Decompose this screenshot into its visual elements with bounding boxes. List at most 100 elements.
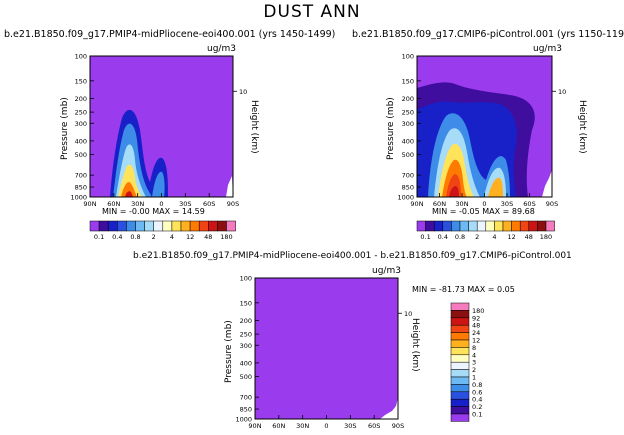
panel3-ytick-label: 300 [240, 342, 252, 350]
colorbar-swatch [450, 413, 470, 422]
colorbar-swatch [162, 220, 173, 232]
colorbar-swatch [208, 220, 218, 232]
panel3-xtick-label: 60S [368, 422, 380, 430]
colorbar-swatch [450, 369, 470, 378]
panel3-ytick-label: 850 [240, 406, 252, 414]
panel2-contour-24 [449, 186, 459, 197]
colorbar-label: 180 [472, 307, 484, 315]
panel1-contour-0.6b [152, 171, 165, 197]
colorbar-swatch [450, 406, 470, 415]
colorbar-label: 12 [507, 233, 515, 241]
colorbar-label: 0.8 [455, 233, 465, 241]
panel2-ytick-label: 200 [402, 95, 414, 103]
panel3-ytick-label: 500 [240, 373, 252, 381]
colorbar-label: 8 [472, 344, 476, 352]
colorbar-label: 12 [186, 233, 194, 241]
colorbar-swatch [450, 317, 470, 326]
panel2-xtick-label: 30N [455, 200, 468, 208]
colorbar-label: 3 [472, 359, 476, 367]
panel2-xtick-label: 90N [410, 200, 423, 208]
colorbar-label: 12 [472, 337, 480, 345]
panel2-ytick-label: 400 [402, 137, 414, 145]
panel2-contour-4 [488, 177, 503, 197]
panel1-ytick-label: 250 [75, 109, 87, 117]
colorbar-swatch [459, 220, 469, 232]
colorbar-label: 24 [472, 329, 480, 337]
panel2-ytick-label: 500 [402, 151, 414, 159]
colorbar-swatch [416, 220, 426, 232]
colorbar-swatch [450, 376, 470, 385]
colorbar-swatch [450, 361, 470, 370]
colorbar-swatch [450, 332, 470, 341]
panel3-units: ug/m3 [372, 266, 401, 276]
colorbar-swatch [485, 220, 495, 232]
page-title: DUST ANN [263, 2, 361, 22]
colorbar-panel2: 0.1 0.4 0.8 2 4 12 48 180 [416, 220, 555, 241]
panel2-y2tick-label: 10 [558, 88, 566, 96]
colorbar-label: 0.4 [112, 233, 122, 241]
colorbar-swatch [511, 220, 521, 232]
panel3-xtick-label: 30S [344, 422, 356, 430]
panel1-y2tick-label: 10 [239, 88, 247, 96]
colorbar-swatch [450, 384, 470, 393]
colorbar-swatch [433, 220, 444, 232]
colorbar-panel1: 0.1 0.4 0.8 2 4 12 48 180 [89, 220, 236, 241]
panel3-ytick-label: 1000 [235, 416, 252, 424]
colorbar-label: 0.4 [438, 233, 448, 241]
panel2-ytick-label: 700 [402, 172, 414, 180]
panel3-xtick-label: 60N [272, 422, 285, 430]
colorbar-swatch [107, 220, 118, 232]
panel3-background [255, 278, 398, 419]
panel2-plot: 100 150 200 250 300 400 500 700 850 1000 10 90N 60N… [397, 53, 566, 209]
panel3-terrain [380, 398, 398, 419]
panel3-xtick-label: 90S [392, 422, 404, 430]
panel1-terrain [226, 176, 233, 197]
panel3-xtick-label: 0 [324, 422, 328, 430]
panel3-y2tick-label: 10 [404, 310, 412, 318]
panel2-terrain [542, 170, 552, 197]
panel3-stats: MIN = -81.73 MAX = 0.05 [412, 285, 515, 294]
colorbar-swatch [117, 220, 127, 232]
colorbar-swatch [494, 220, 504, 232]
colorbar-swatch [451, 220, 461, 232]
panel2-xtick-label: 30S [501, 200, 513, 208]
colorbar-swatch [171, 220, 182, 232]
panel1-stats: MIN = -0.00 MAX = 14.59 [102, 207, 205, 216]
colorbar-swatch [450, 324, 470, 333]
panel1-ytick-label: 700 [75, 172, 87, 180]
colorbar-label: 4 [492, 233, 496, 241]
colorbar-swatch [450, 310, 470, 319]
colorbar-swatch [450, 354, 470, 363]
colorbar-swatch [226, 220, 236, 232]
colorbar-label: 4 [170, 233, 174, 241]
panel1-xtick-label: 60S [203, 200, 215, 208]
colorbar-label: 0.2 [472, 403, 482, 411]
panel2-xtick-label: 90S [546, 200, 558, 208]
colorbar-swatch [450, 398, 470, 407]
colorbar-swatch [144, 220, 154, 232]
panel3-xtick-label: 30N [296, 422, 309, 430]
panel1-xtick-label: 60N [107, 200, 120, 208]
colorbar-swatch [468, 220, 478, 232]
colorbar-label: 180 [220, 233, 232, 241]
colorbar-swatch [153, 220, 164, 232]
panel2-ytick-label: 1000 [397, 194, 414, 202]
colorbar-label: 0.1 [420, 233, 430, 241]
panel3-plot: 100 150 200 250 300 400 500 700 850 1000 10 90N 60N… [235, 275, 412, 431]
colorbar-label: 48 [472, 322, 480, 330]
panel1-ytick-label: 1000 [70, 194, 87, 202]
colorbar-label: 0.4 [472, 396, 482, 404]
panel1-ytick-label: 300 [75, 120, 87, 128]
panel2-xtick-label: 60S [523, 200, 535, 208]
panel1-ytick-label: 100 [75, 53, 87, 61]
colorbar-swatch [450, 391, 470, 400]
panel1-ytick-label: 150 [75, 77, 87, 85]
colorbar-label: 180 [540, 233, 552, 241]
colorbar-swatch [450, 347, 470, 356]
panel2-xtick-label: 60N [433, 200, 446, 208]
panel1-xtick-label: 30N [131, 200, 144, 208]
panel3-title: b.e21.B1850.f09_g17.PMIP4-midPliocene-eo… [133, 251, 572, 261]
panel1-ytick-label: 200 [75, 95, 87, 103]
colorbar-swatch [89, 220, 100, 232]
panel2-title: b.e21.B1850.f09_g17.CMIP6-piControl.001 … [352, 29, 624, 40]
